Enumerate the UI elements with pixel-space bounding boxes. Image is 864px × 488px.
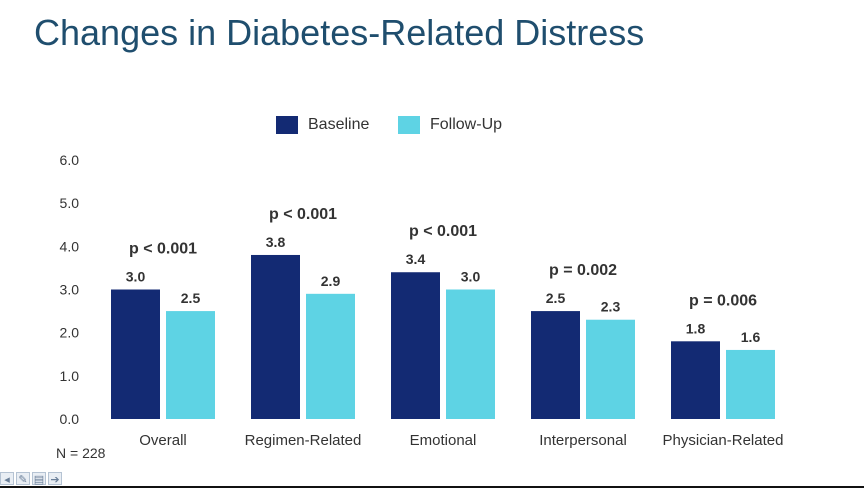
data-label: 1.6	[741, 329, 761, 345]
legend-swatch-followup	[398, 116, 420, 134]
pen-icon[interactable]: ✎	[16, 471, 30, 486]
bar-baseline	[251, 254, 300, 419]
y-tick-label: 1.0	[60, 368, 80, 384]
data-label: 3.4	[406, 251, 426, 267]
legend-label-followup: Follow-Up	[430, 116, 503, 133]
data-label: 3.0	[461, 269, 481, 285]
legend-item-followup: Follow-Up	[398, 116, 502, 134]
bar-baseline	[111, 289, 160, 419]
slide-nav-toolbar: ◂ ✎ ▤ ➔	[0, 470, 64, 486]
x-tick-label: Interpersonal	[539, 432, 627, 449]
slides-menu-icon[interactable]: ▤	[32, 471, 46, 486]
y-tick-label: 6.0	[60, 152, 80, 168]
sample-size-note: N = 228	[56, 445, 106, 461]
legend-label-baseline: Baseline	[308, 116, 370, 133]
data-label: 1.8	[686, 320, 706, 336]
y-tick-label: 2.0	[60, 325, 80, 341]
bottom-border	[0, 486, 864, 488]
bar-baseline	[531, 311, 580, 419]
bar-followup	[586, 319, 635, 419]
p-value-label: p = 0.006	[689, 292, 757, 309]
bar-baseline	[391, 272, 440, 419]
bar-baseline	[671, 341, 720, 419]
data-label: 2.5	[181, 290, 201, 306]
legend-item-baseline: Baseline	[276, 116, 369, 134]
legend-swatch-baseline	[276, 116, 298, 134]
x-tick-label: Physician-Related	[663, 432, 784, 449]
x-tick-label: Regimen-Related	[245, 432, 362, 449]
data-label: 2.5	[546, 290, 566, 306]
y-tick-label: 4.0	[60, 238, 80, 254]
y-tick-label: 3.0	[60, 282, 80, 298]
data-label: 3.0	[126, 269, 146, 285]
forward-arrow-icon[interactable]: ➔	[48, 471, 62, 486]
x-tick-label: Emotional	[410, 432, 477, 449]
y-tick-label: 0.0	[60, 411, 80, 427]
bar-followup	[166, 311, 215, 419]
x-tick-label: Overall	[139, 432, 187, 449]
y-tick-label: 5.0	[60, 195, 80, 211]
bar-followup	[726, 349, 775, 419]
data-label: 2.9	[321, 273, 341, 289]
data-label: 3.8	[266, 234, 286, 250]
p-value-label: p < 0.001	[409, 223, 477, 240]
slide-title: Changes in Diabetes-Related Distress	[34, 12, 645, 53]
p-value-label: p < 0.001	[269, 206, 337, 223]
p-value-label: p < 0.001	[129, 241, 197, 258]
back-arrow-icon[interactable]: ◂	[0, 471, 14, 486]
p-value-label: p = 0.002	[549, 262, 617, 279]
bar-followup	[446, 289, 495, 419]
bar-followup	[306, 293, 355, 419]
data-label: 2.3	[601, 299, 621, 315]
